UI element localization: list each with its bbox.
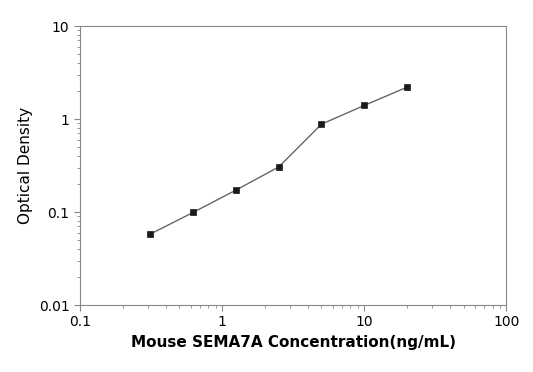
Y-axis label: Optical Density: Optical Density: [18, 107, 33, 224]
X-axis label: Mouse SEMA7A Concentration(ng/mL): Mouse SEMA7A Concentration(ng/mL): [131, 335, 456, 350]
